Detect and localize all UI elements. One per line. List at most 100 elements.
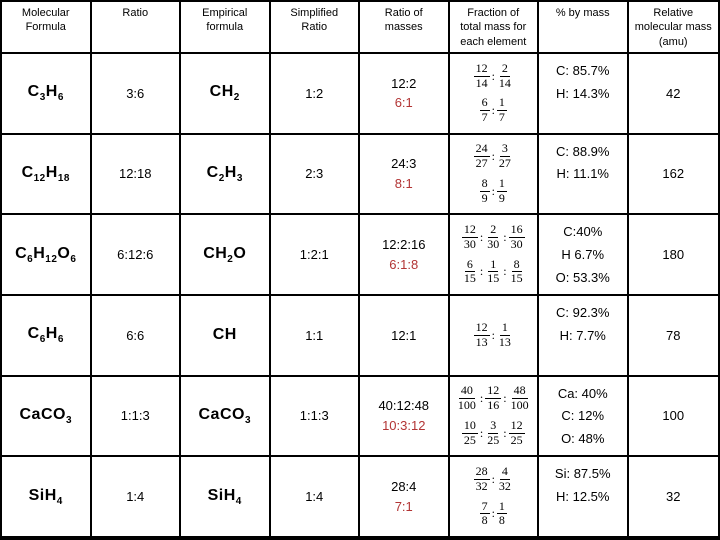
fraction-numerator: 1: [496, 498, 507, 515]
fraction-numerator: 28: [473, 464, 490, 480]
fraction-separator: :: [503, 264, 507, 279]
molecular-formula-cell: CaCO3: [2, 376, 92, 458]
percent-line: C: 85.7%: [556, 63, 610, 78]
fraction-denominator: 7: [498, 110, 505, 125]
mass-fraction-cell: 12 14:2 14 6 7:1 7: [449, 54, 539, 135]
relative-molecular-mass-cell: 162: [628, 135, 718, 216]
mass-ratio-reduced: 6:1:8: [389, 256, 419, 272]
fraction: 40 100: [456, 384, 478, 413]
fraction-numerator: 10: [461, 417, 478, 434]
mass-fraction-cell: 12 30:2 30:16 30 6 15:1 15:8 15: [449, 215, 539, 296]
percent-line: H 6.7%: [561, 247, 605, 263]
fraction-denominator: 13: [498, 334, 511, 349]
fraction-denominator: 27: [475, 156, 488, 171]
relative-molecular-mass-cell: 32: [628, 457, 718, 538]
fraction-numerator: 6: [464, 256, 475, 273]
fraction: 48 100: [509, 384, 531, 413]
percent-line: Si: 87.5%: [554, 466, 611, 482]
fraction-separator: :: [479, 425, 484, 440]
fraction-denominator: 7: [481, 110, 488, 125]
mass-ratio-value: 28:4: [391, 479, 417, 495]
empirical-formula-cell: CH2: [181, 54, 271, 135]
fraction-denominator: 100: [510, 398, 529, 413]
fraction-denominator: 25: [463, 432, 476, 447]
fraction: 12 25: [508, 418, 525, 448]
fraction-numerator: 2: [499, 60, 510, 77]
fraction-denominator: 9: [481, 190, 488, 205]
fraction-denominator: 30: [510, 236, 523, 251]
fraction-line: 40 100:12 16:48 100: [456, 384, 531, 413]
ratio-cell: 12:18: [91, 134, 181, 216]
empirical-formula-cell: CH2O: [181, 215, 271, 296]
fraction-numerator: 40: [458, 383, 475, 400]
fraction-numerator: 7: [479, 498, 490, 515]
fraction-denominator: 32: [475, 478, 488, 493]
ratio-cell: 3:6: [91, 54, 181, 135]
fraction-separator: :: [491, 327, 495, 342]
fraction-separator: :: [503, 425, 507, 440]
fraction: 28 32: [473, 464, 490, 494]
simplified-ratio-cell: 1:2:1: [270, 215, 360, 296]
percent-line: H: 11.1%: [556, 166, 609, 182]
header-ratio-of-masses: Ratio of masses: [360, 2, 450, 54]
percent-line: O: 48%: [561, 431, 605, 447]
fraction-numerator: 1: [496, 95, 507, 112]
percent-line: C: 12%: [561, 408, 605, 424]
fraction-numerator: 2: [488, 222, 499, 238]
header-ratio: Ratio: [91, 2, 181, 54]
fraction: 4 32: [497, 464, 513, 494]
ratio-cell: 6:6: [91, 295, 181, 377]
fraction: 2 30: [485, 222, 501, 252]
simplified-ratio-cell: 1:1:3: [270, 376, 360, 458]
percent-by-mass-cell: Si: 87.5% H: 12.5%: [539, 457, 629, 538]
percent-line: O: 53.3%: [555, 269, 610, 285]
percent-line: H: 12.5%: [556, 489, 610, 505]
mass-ratio-value: 12:1: [391, 327, 417, 343]
fraction: 3 25: [485, 418, 501, 448]
fraction-line: 28 32:4 32: [473, 464, 513, 494]
percent-by-mass-cell: C:40% H 6.7% O: 53.3%: [539, 215, 629, 296]
fraction-denominator: 13: [475, 334, 488, 349]
fraction-denominator: 14: [475, 75, 488, 90]
empirical-formula: CaCO3: [198, 405, 251, 427]
mass-fraction-cell: 12 13:1 13: [449, 295, 539, 377]
ratio-cell: 1:1:3: [91, 376, 181, 458]
fraction-denominator: 32: [498, 478, 511, 493]
ratio-cell: 6:12:6: [91, 215, 181, 296]
percent-by-mass-cell: Ca: 40% C: 12% O: 48%: [539, 376, 629, 458]
fraction-separator: :: [503, 391, 507, 406]
empirical-formula-cell: CaCO3: [181, 376, 271, 458]
mass-ratio-cell: 12:2 6:1: [360, 54, 450, 135]
percent-line: H: 7.7%: [559, 327, 606, 343]
fraction: 16 30: [508, 222, 525, 252]
empirical-formula: SiH4: [207, 486, 242, 507]
empirical-formula: CH2O: [203, 244, 247, 265]
mass-ratio-value: 12:2:16: [382, 237, 426, 253]
mass-ratio-cell: 12:2:16 6:1:8: [360, 215, 450, 296]
molecular-formula: C6H6: [27, 325, 64, 346]
percent-line: C: 88.9%: [556, 143, 610, 159]
mass-ratio-reduced: 10:3:12: [382, 417, 426, 433]
fraction-separator: :: [491, 103, 495, 118]
fraction-separator: :: [491, 183, 495, 198]
fraction-numerator: 8: [479, 175, 490, 192]
molecular-formula-cell: C12H18: [2, 134, 92, 216]
fraction-line: 12 14:2 14: [473, 60, 513, 91]
simplified-ratio-cell: 1:1: [270, 295, 360, 377]
molecular-formula-cell: SiH4: [2, 457, 92, 538]
fraction-denominator: 9: [498, 190, 505, 205]
relative-molecular-mass-cell: 78: [628, 296, 718, 377]
percent-line: C:40%: [563, 224, 603, 240]
percent-by-mass-cell: C: 85.7% H: 14.3%: [539, 54, 629, 135]
fraction: 12 30: [461, 222, 478, 252]
fraction-separator: :: [479, 391, 484, 406]
fraction-denominator: 15: [487, 271, 500, 286]
header-simplified-ratio: Simplified Ratio: [270, 2, 360, 54]
fraction: 1 13: [497, 320, 513, 350]
fraction: 6 15: [462, 256, 478, 287]
